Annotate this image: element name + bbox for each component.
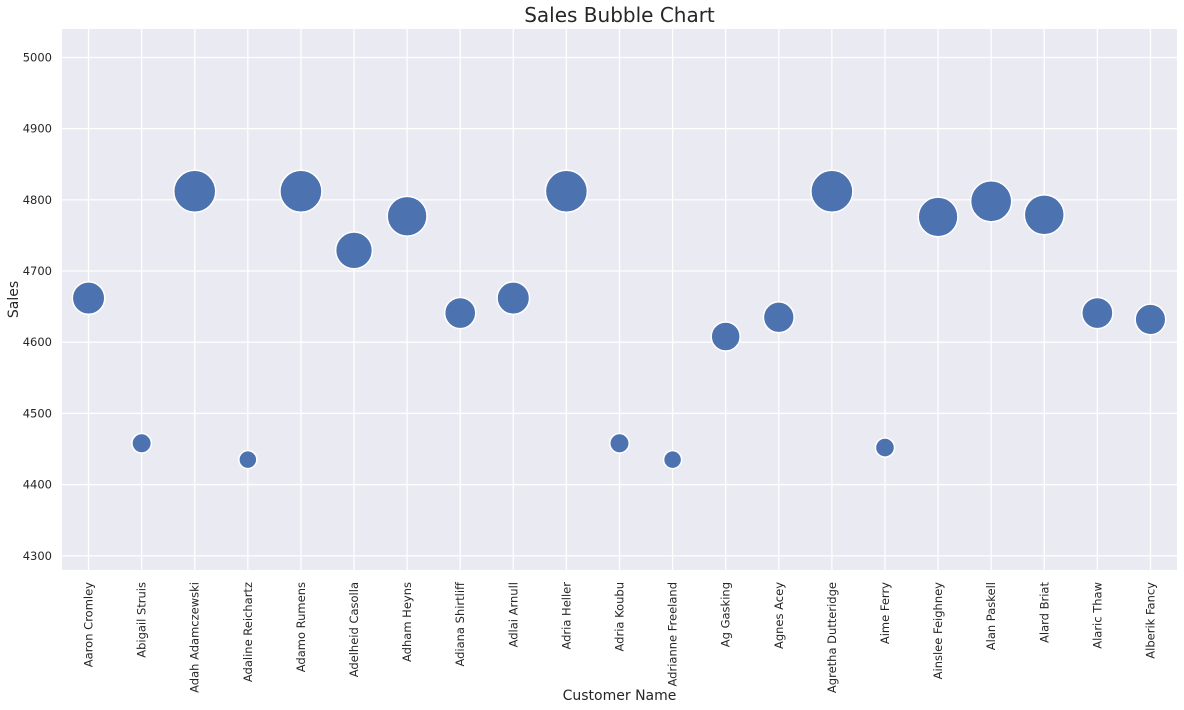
x-axis-ticks: Aaron Cromley Abigail Struis Adah Adamczew… [82,581,1158,693]
bubble-point [969,179,1013,223]
x-tick-label: Alard Briat [1037,582,1051,643]
y-tick-label: 4300 [23,549,52,563]
x-tick-label: Alberik Fancy [1143,582,1157,659]
bubble-point [334,231,374,270]
bubble-point [662,449,683,470]
x-tick-label: Adham Heyns [400,582,414,662]
x-tick-label: Adrianne Freeland [666,582,680,686]
x-tick-label: Ag Gasking [719,582,733,647]
bubble-point [443,296,477,330]
x-tick-label: Adamo Rumens [294,582,308,672]
bubble-point [544,169,589,214]
bubble-point [279,169,323,214]
x-axis-label: Customer Name [563,688,677,704]
bubble-point [1023,194,1065,236]
x-tick-label: Adria Heller [559,582,573,650]
bubble-point [386,195,428,237]
bubble-point [71,281,106,316]
x-tick-label: Adiana Shirtliff [453,581,467,667]
x-tick-label: Adlai Arnull [506,582,520,647]
x-tick-label: Adria Koubu [613,582,627,651]
x-tick-label: Adaline Reichartz [241,582,255,682]
y-tick-label: 4600 [23,335,52,349]
y-tick-label: 4800 [23,193,52,207]
x-tick-label: Agretha Dutteridge [825,582,839,693]
bubble-point [762,301,795,334]
chart-title: Sales Bubble Chart [524,3,715,27]
x-tick-label: Agnes Acey [772,582,786,649]
bubble-point [1134,303,1167,336]
bubble-point [1081,296,1114,330]
bubble-point [131,432,153,454]
y-tick-label: 4700 [23,264,52,278]
y-tick-label: 5000 [23,50,52,64]
bubble-point [810,169,854,214]
x-tick-label: Alaric Thaw [1090,582,1104,649]
y-axis-label: Sales [6,281,22,318]
x-tick-label: Alan Paskell [984,582,998,650]
y-tick-label: 4400 [23,478,52,492]
y-tick-label: 4500 [23,406,52,420]
bubble-point [917,196,959,238]
bubble-point [172,169,217,214]
grid-lines [62,29,1177,570]
bubbles [71,169,1167,470]
x-tick-label: Abigail Struis [135,582,149,658]
bubble-point [710,321,741,352]
bubble-point [238,449,258,470]
x-tick-label: Adah Adamczewski [188,582,202,693]
x-tick-label: Aaron Cromley [82,582,96,667]
x-tick-label: Adelheid Casolla [347,582,361,677]
x-tick-label: Ainslee Feighney [931,582,945,680]
x-tick-label: Aime Ferry [878,582,892,644]
bubble-point [496,281,531,316]
y-axis-ticks: 4300 4400 4500 4600 4700 4800 4900 5000 [23,50,52,562]
bubble-point [609,432,630,454]
y-tick-label: 4900 [23,122,52,136]
bubble-point [874,437,896,458]
